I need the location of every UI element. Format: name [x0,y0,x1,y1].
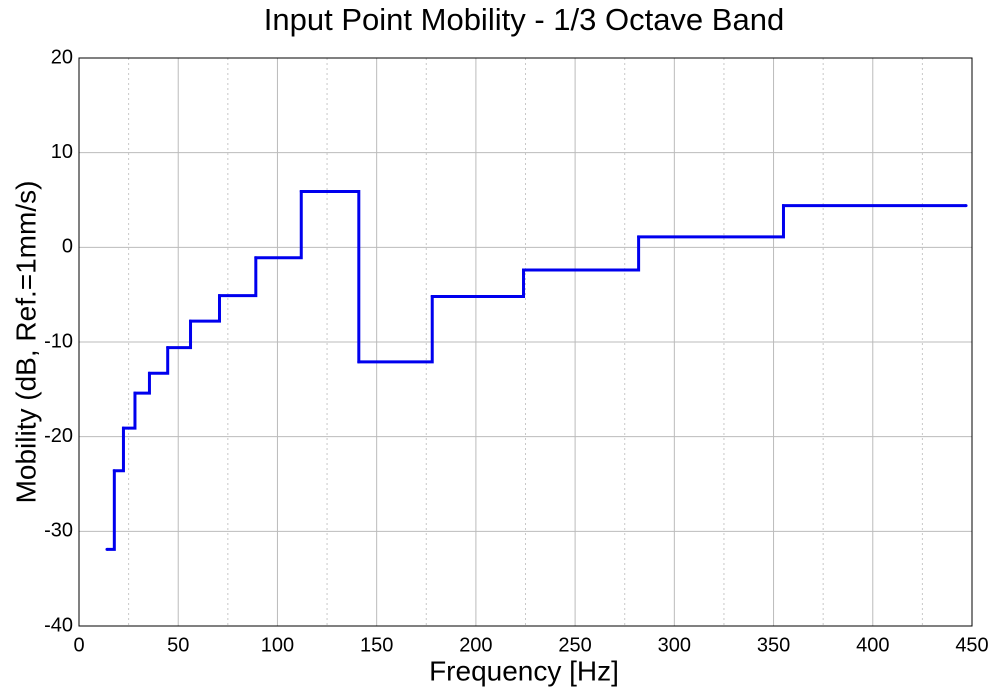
step-point [299,189,303,193]
step-point [121,426,125,430]
step-point [522,268,526,272]
x-tick-label: 300 [658,634,691,656]
y-tick-label: -40 [44,614,73,636]
x-tick-label: 0 [73,634,84,656]
step-point [637,235,641,239]
step-point [105,547,109,551]
y-tick-label: 20 [51,46,73,68]
x-tick-label: 200 [459,634,492,656]
y-tick-label: -10 [44,330,73,352]
step-point [147,371,151,375]
y-tick-label: -20 [44,425,73,447]
step-point [964,204,968,208]
y-axis-label: Mobility (dB, Ref.=1mm/s) [10,181,41,504]
step-point [112,469,116,473]
x-tick-label: 250 [558,634,591,656]
step-line [106,189,967,551]
step-point [781,204,785,208]
step-point [217,294,221,298]
plot-frame [78,57,973,627]
x-tick-label: 150 [360,634,393,656]
x-tick-label: 350 [757,634,790,656]
x-axis-label: Frequency [Hz] [429,655,619,686]
y-tick-label: 10 [51,141,73,163]
y-tick-label: 0 [62,236,73,258]
step-point [133,391,137,395]
x-tick-label: 50 [167,634,189,656]
step-point [430,295,434,299]
step-point [357,360,361,364]
chart-title: Input Point Mobility - 1/3 Octave Band [264,2,784,37]
x-tick-label: 100 [261,634,294,656]
step-point [254,256,258,260]
x-tick-label: 450 [955,634,988,656]
step-point [189,319,193,323]
step-point [166,346,170,350]
y-tick-label: -30 [44,520,73,542]
x-tick-label: 400 [856,634,889,656]
